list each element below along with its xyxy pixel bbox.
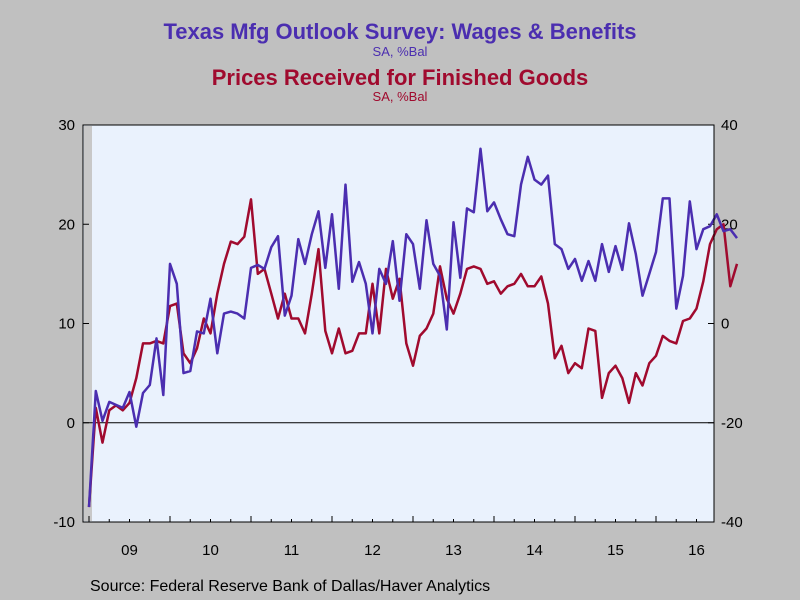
x-axis-tick-label: 15 xyxy=(607,542,624,559)
plot-background xyxy=(82,124,715,523)
x-axis-tick-label: 16 xyxy=(688,542,705,559)
right-axis-tick-label: -20 xyxy=(721,415,743,432)
left-axis-tick-label: -10 xyxy=(53,514,75,531)
chart-subtitle-wages: SA, %Bal xyxy=(372,44,428,59)
left-axis-tick-label: 10 xyxy=(58,316,75,333)
plot-frame xyxy=(82,124,715,523)
x-axis-tick-label: 10 xyxy=(202,542,219,559)
x-axis-tick-label: 11 xyxy=(284,542,300,559)
series-line-wages xyxy=(87,147,738,508)
source-note: Source: Federal Reserve Bank of Dallas/H… xyxy=(90,578,491,595)
series-line-prices xyxy=(87,198,739,508)
chart-title-prices: Prices Received for Finished Goods xyxy=(211,65,589,90)
x-axis-tick-label: 09 xyxy=(121,542,138,559)
right-axis-tick-label: 0 xyxy=(721,316,729,333)
x-axis-tick-label: 12 xyxy=(364,542,381,559)
left-axis-tick-label: 30 xyxy=(58,117,75,134)
chart-title-wages: Texas Mfg Outlook Survey: Wages & Benefi… xyxy=(163,19,637,44)
left-axis-tick-label: 20 xyxy=(58,216,75,233)
chart-subtitle-prices: SA, %Bal xyxy=(372,89,428,104)
right-axis-tick-label: -40 xyxy=(721,514,743,531)
x-axis-tick-label: 14 xyxy=(526,542,543,559)
left-axis-tick-label: 0 xyxy=(67,415,75,432)
right-axis-tick-label: 40 xyxy=(721,117,738,134)
x-axis-tick-label: 13 xyxy=(445,542,462,559)
